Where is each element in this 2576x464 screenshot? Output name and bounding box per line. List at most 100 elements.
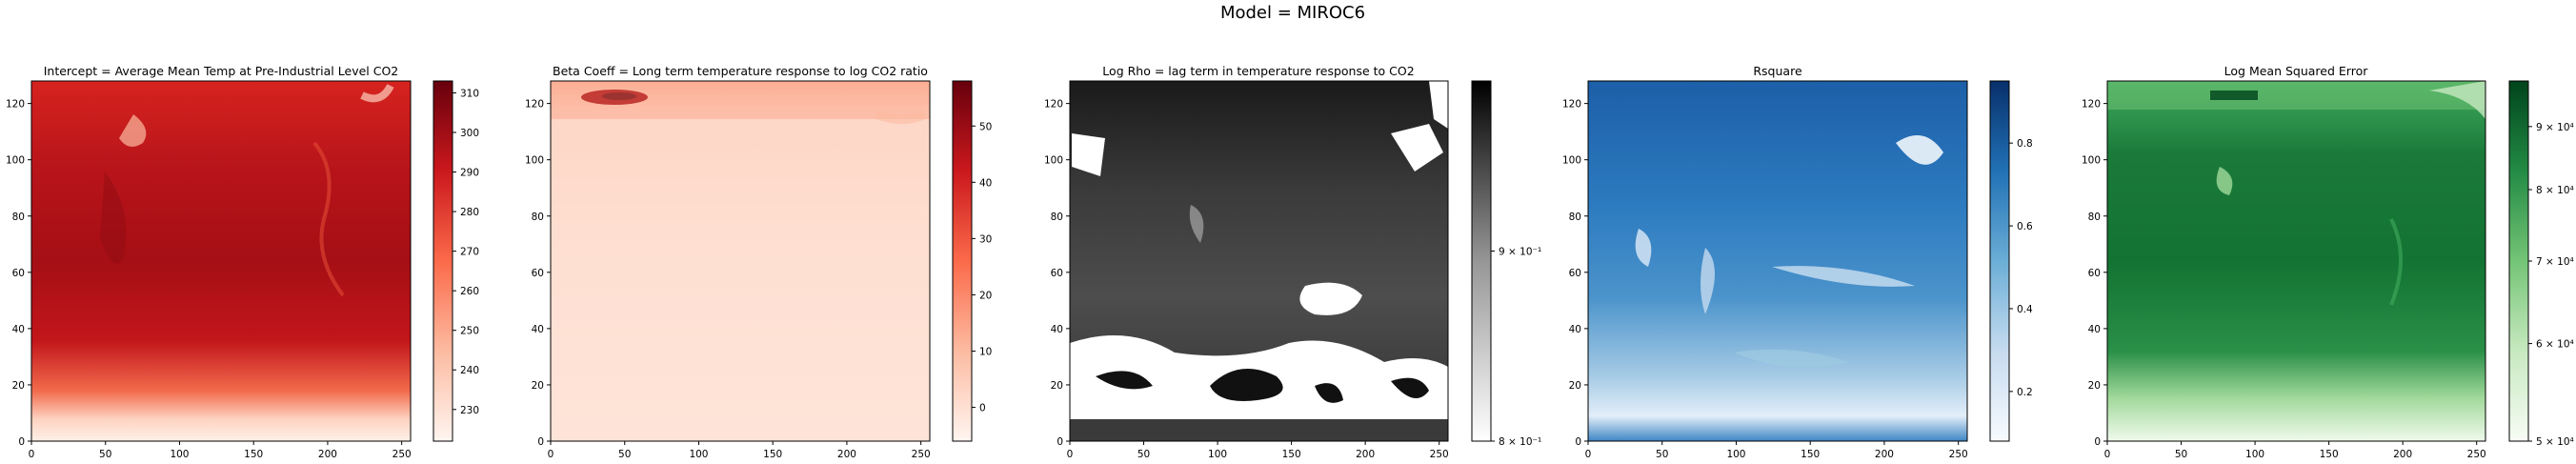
x-tick-label: 50 [1137,449,1150,460]
x-tick-label: 0 [548,449,554,460]
x-tick-label: 150 [1801,449,1820,460]
x-tick-label: 200 [837,449,856,460]
y-tick-label: 60 [12,268,25,279]
heatmap-texture [2107,81,2485,306]
y-tick-label: 40 [2088,324,2101,335]
x-tick-label: 150 [2320,449,2339,460]
y-tick-label: 100 [525,155,544,167]
y-tick-label: 60 [1051,268,1063,279]
colorbar-tick-label: 0.4 [2017,304,2033,315]
colorbar-tick-label: 300 [460,128,479,139]
colorbar-tick-label: 8 × 10⁴ [2536,185,2574,196]
y-tick-label: 80 [532,212,544,223]
x-tick-label: 100 [1208,449,1227,460]
colorbar-tick-label: 6 × 10⁴ [2536,339,2574,351]
colorbar-tick-label: 280 [460,207,479,218]
y-tick-label: 40 [532,324,544,335]
y-tick-label: 20 [532,380,544,392]
y-tick-label: 100 [2082,155,2101,167]
colorbar-tick-label: 230 [460,405,479,416]
y-tick-label: 120 [6,99,25,111]
y-tick-label: 100 [6,155,25,167]
y-tick-label: 20 [1569,380,1581,392]
y-tick-label: 120 [1044,99,1063,111]
y-tick-label: 120 [1562,99,1581,111]
colorbar-tick-label: 270 [460,247,479,258]
y-tick-label: 80 [2088,212,2101,223]
y-tick-label: 0 [2094,436,2101,448]
colorbar-tick-label: 7 × 10⁴ [2536,256,2574,268]
y-tick-label: 20 [1051,380,1063,392]
y-tick-label: 0 [18,436,25,448]
heatmap-image [31,81,411,441]
y-tick-label: 60 [1569,268,1581,279]
x-tick-label: 100 [689,449,708,460]
y-tick-label: 80 [1569,212,1581,223]
colorbar-tick-label: 0 [979,403,986,414]
panel-title: Log Mean Squared Error [2224,64,2369,78]
figure-suptitle: Model = MIROC6 [1220,3,1365,23]
x-tick-label: 250 [392,449,412,460]
colorbar [2508,80,2529,442]
x-tick-label: 0 [1067,449,1074,460]
colorbar-tick-label: 30 [979,233,992,245]
panel-log-mse [2106,80,2486,442]
colorbar-tick-label: 290 [460,168,479,179]
heatmap-texture [1635,135,1943,368]
colorbar-tick-label: 250 [460,326,479,337]
colorbar-tick-label: 240 [460,365,479,376]
x-tick-label: 100 [2245,449,2264,460]
x-tick-label: 250 [1949,449,1968,460]
y-tick-label: 0 [1057,436,1063,448]
x-tick-label: 50 [618,449,631,460]
colorbar-tick-label: 20 [979,290,992,301]
y-tick-label: 60 [2088,268,2101,279]
colorbar-tick-label: 40 [979,177,992,189]
y-tick-label: 80 [12,212,25,223]
axis-ticks: 0 50 100 150 200 2500204060801001202302402502… [6,88,2574,460]
x-tick-label: 100 [170,449,189,460]
x-tick-label: 150 [763,449,782,460]
x-tick-label: 150 [1282,449,1301,460]
y-tick-label: 0 [537,436,544,448]
panel-intercept [30,80,412,442]
x-tick-label: 0 [1585,449,1592,460]
y-tick-label: 100 [1044,155,1063,167]
x-tick-label: 250 [1430,449,1449,460]
colorbar-tick-label: 10 [979,347,992,358]
colorbar-tick-label: 9 × 10⁻¹ [1499,246,1541,257]
y-tick-label: 60 [532,268,544,279]
colorbar-tick-label: 0.8 [2017,138,2033,150]
x-tick-label: 0 [2104,449,2111,460]
panel-rsquare [1587,80,1968,442]
x-tick-label: 100 [1726,449,1745,460]
x-tick-label: 250 [912,449,931,460]
panel-title: Rsquare [1753,64,1802,78]
x-tick-label: 200 [1356,449,1375,460]
x-tick-label: 200 [2393,449,2412,460]
colorbar-tick-label: 310 [460,88,479,99]
panel-title: Log Rho = lag term in temperature respon… [1102,64,1414,78]
colorbar [1471,80,1492,442]
colorbar-tick-label: 5 × 10⁴ [2536,436,2574,448]
panel-title: Beta Coeff = Long term temperature respo… [553,64,928,78]
colorbar-tick-label: 50 [979,121,992,132]
colorbar-tick-label: 8 × 10⁻¹ [1499,436,1541,448]
colorbar-tick-label: 260 [460,286,479,297]
colorbar [433,80,453,442]
y-tick-label: 40 [12,324,25,335]
x-tick-label: 250 [2467,449,2486,460]
heatmap-image [2107,81,2485,441]
panel-title: Intercept = Average Mean Temp at Pre-Ind… [44,64,399,78]
x-tick-label: 200 [318,449,337,460]
y-tick-label: 20 [2088,380,2101,392]
y-tick-label: 20 [12,380,25,392]
y-tick-label: 80 [1051,212,1063,223]
x-tick-label: 0 [29,449,35,460]
heatmap-texture [551,81,930,124]
x-tick-label: 150 [244,449,263,460]
heatmap-texture [1070,81,1448,441]
heatmap-texture [100,84,394,297]
colorbar-tick-label: 9 × 10⁴ [2536,122,2574,133]
